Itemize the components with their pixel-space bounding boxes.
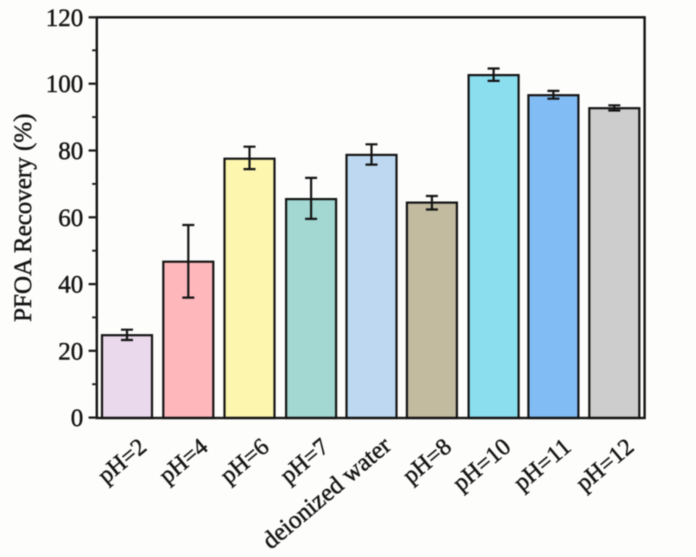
svg-text:80: 80 [58,138,83,165]
svg-text:120: 120 [46,5,84,32]
svg-text:pH=12: pH=12 [571,434,639,497]
svg-text:pH=6: pH=6 [216,434,275,489]
svg-text:40: 40 [58,272,83,299]
svg-text:60: 60 [58,205,83,232]
svg-text:PFOA Recovery (%): PFOA Recovery (%) [10,114,37,322]
svg-text:pH=11: pH=11 [509,434,576,496]
svg-text:pH=2: pH=2 [93,434,152,489]
svg-text:100: 100 [46,71,84,98]
svg-text:pH=10: pH=10 [448,434,516,497]
svg-text:20: 20 [58,338,83,365]
svg-text:pH=4: pH=4 [154,434,213,489]
svg-text:pH=8: pH=8 [398,434,457,489]
svg-text:0: 0 [71,405,84,432]
